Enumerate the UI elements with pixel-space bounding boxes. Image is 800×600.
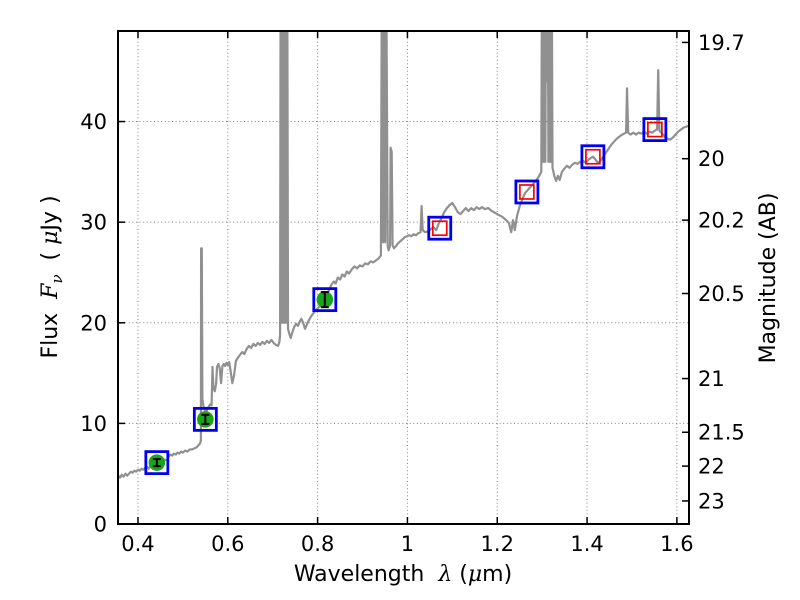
x-tick-label: 1.4	[570, 532, 603, 556]
y-axis-label-prefix: Flux	[38, 299, 63, 359]
photometry-square-icon	[580, 144, 606, 170]
magnitude-tick-label: 20	[698, 147, 725, 171]
flux-tick-label: 40	[80, 110, 107, 134]
magnitude-tick-label: 19.7	[698, 31, 745, 55]
mu-symbol: μ	[468, 562, 482, 587]
photometry-square-icon	[144, 450, 170, 476]
y-axis-label-magnitude: Magnitude (AB)	[756, 193, 781, 364]
photometry-square-icon	[514, 179, 540, 205]
x-tick-label: 0.6	[211, 532, 244, 556]
flux-symbol-f: F	[38, 283, 63, 300]
magnitude-tick-label: 23	[698, 489, 725, 513]
tick-marks	[118, 31, 689, 525]
errorbar-icon	[320, 291, 329, 309]
observed-photometry-point	[192, 406, 218, 432]
synthetic-photometry-point	[514, 179, 540, 205]
synthetic-photometry-point	[427, 215, 453, 241]
observed-photometry-point	[144, 450, 170, 476]
mu-symbol-flux: μ	[38, 231, 63, 245]
grid	[118, 31, 689, 524]
synthetic-photometry-point	[642, 117, 668, 142]
lambda-symbol: λ	[437, 562, 452, 587]
photometry-square-icon	[642, 117, 668, 142]
observed-photometry-markers	[144, 287, 338, 476]
magnitude-tick-label: 20.2	[698, 209, 745, 233]
magnitude-tick-label: 21.5	[698, 421, 745, 445]
model-square-icon	[585, 148, 601, 165]
errorbar-icon	[152, 458, 161, 468]
flux-tick-label: 10	[80, 412, 107, 436]
x-tick-label: 1	[401, 532, 414, 556]
x-axis-label-prefix: Wavelength	[294, 562, 439, 587]
magnitude-tick-label: 22	[698, 455, 725, 479]
flux-tick-label: 30	[80, 211, 107, 235]
x-axis-label: Wavelength λ (μm)	[294, 562, 512, 587]
spectrum-line	[118, 31, 689, 479]
errorbar-icon	[201, 413, 210, 425]
model-square-icon	[519, 184, 535, 200]
flux-tick-label: 20	[80, 311, 107, 335]
model-square-icon	[647, 121, 663, 138]
plot-frame	[117, 30, 690, 525]
synthetic-photometry-markers	[427, 117, 668, 241]
x-tick-label: 1.2	[481, 532, 514, 556]
photometry-square-icon	[312, 287, 338, 313]
y-axis-label-flux: Flux Fν ( μJy )	[38, 195, 66, 358]
magnitude-tick-label: 20.5	[698, 282, 745, 306]
synthetic-photometry-point	[580, 144, 606, 170]
observed-photometry-point	[312, 287, 338, 313]
chart-layer: 0.4 0.6 0.8 1 1.2 1.4 1.6 0 10 20 30 40 19.7 20 20.2 20…	[80, 30, 745, 556]
photometry-square-icon	[427, 215, 453, 241]
x-tick-label: 0.4	[121, 532, 154, 556]
model-square-icon	[431, 220, 448, 237]
x-tick-label: 0.8	[301, 532, 334, 556]
flux-tick-label: 0	[94, 513, 107, 537]
nu-subscript: ν	[48, 274, 66, 283]
x-tick-label: 1.6	[660, 532, 693, 556]
magnitude-tick-label: 21	[698, 367, 725, 391]
photometry-square-icon	[192, 406, 218, 432]
